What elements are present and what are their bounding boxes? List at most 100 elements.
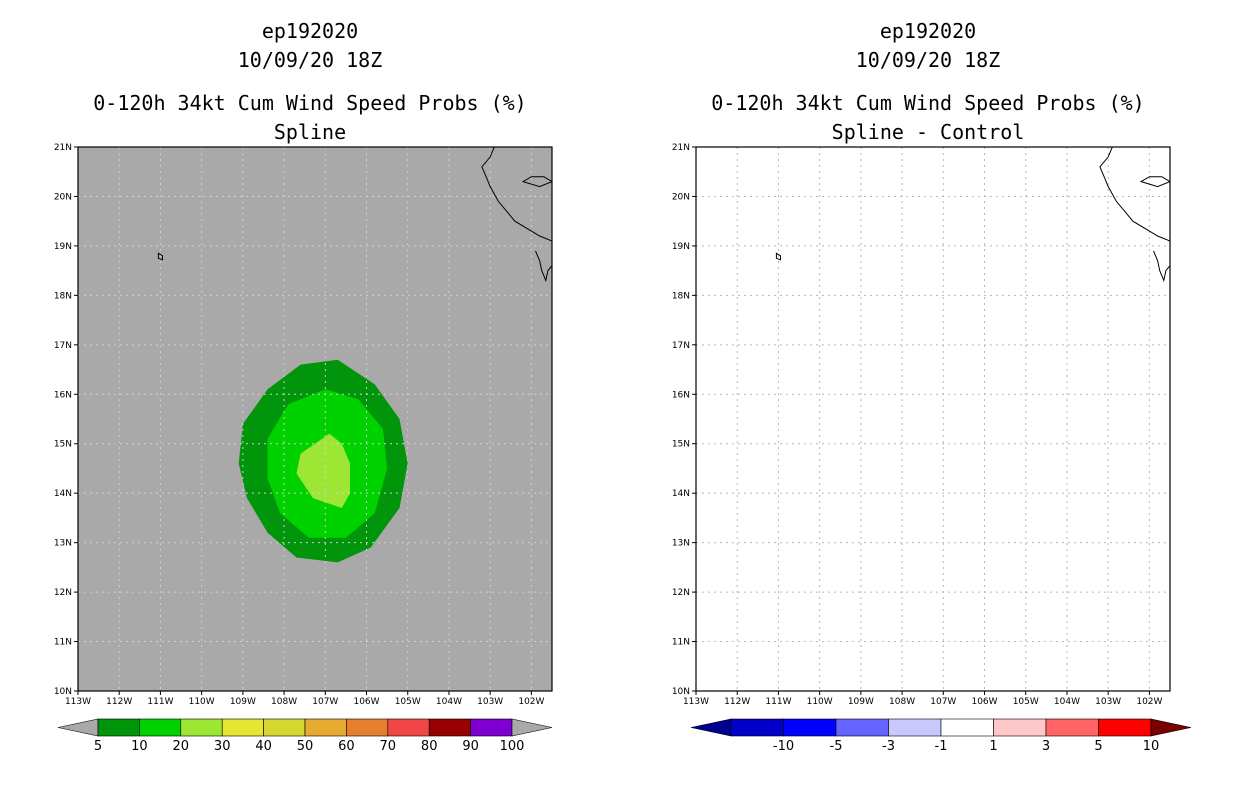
lon-label: 111W	[765, 697, 791, 707]
coastline-mainland	[481, 147, 552, 242]
colorbar-swatch	[783, 718, 837, 737]
left-subtitle: Spline	[273, 120, 347, 144]
coastline-mainland	[1099, 147, 1170, 242]
lat-label: 20N	[672, 192, 690, 202]
colorbar-swatch	[1045, 718, 1099, 737]
lon-label: 108W	[889, 697, 915, 707]
lat-label: 20N	[54, 192, 72, 202]
lat-label: 16N	[672, 390, 690, 400]
colorbar-swatch	[387, 718, 430, 737]
colorbar-label: -3	[882, 739, 895, 754]
lon-label: 102W	[518, 697, 544, 707]
lon-label: 112W	[724, 697, 750, 707]
lon-label: 102W	[1136, 697, 1162, 707]
lat-label: 15N	[54, 440, 72, 450]
lat-label: 18N	[54, 291, 72, 301]
lon-label: 112W	[106, 697, 132, 707]
colorbar-swatch	[304, 718, 347, 737]
lat-label: 13N	[672, 539, 690, 549]
left-storm-id: ep192020	[261, 19, 359, 43]
colorbar-swatch	[1098, 718, 1152, 737]
lon-label: 105W	[395, 697, 421, 707]
colorbar-label: 90	[462, 739, 479, 754]
right-subtitle: Spline - Control	[831, 120, 1025, 144]
lon-label: 104W	[1054, 697, 1080, 707]
lon-label: 103W	[477, 697, 503, 707]
lat-label: 11N	[54, 638, 72, 648]
lat-label: 16N	[54, 390, 72, 400]
colorbar-swatch	[835, 718, 889, 737]
colorbar-label: 60	[338, 739, 355, 754]
lon-label: 109W	[230, 697, 256, 707]
colorbar-label: 10	[1143, 739, 1160, 754]
lat-label: 21N	[672, 143, 690, 153]
probability-contour-20-30	[296, 433, 350, 508]
colorbar-label: -1	[935, 739, 948, 754]
lat-label: 10N	[672, 687, 690, 697]
lon-label: 107W	[312, 697, 338, 707]
colorbar-swatch	[180, 718, 223, 737]
colorbar-label: -10	[773, 739, 794, 754]
coastline-inlet	[535, 250, 552, 283]
lat-label: 12N	[54, 588, 72, 598]
lat-label: 19N	[672, 242, 690, 252]
lon-label: 108W	[271, 697, 297, 707]
colorbar-label: 10	[131, 739, 148, 754]
colorbar-right-triangle	[1150, 718, 1192, 737]
lon-label: 111W	[147, 697, 173, 707]
lat-label: 13N	[54, 539, 72, 549]
lon-label: 113W	[683, 697, 709, 707]
colorbar-label: 40	[255, 739, 272, 754]
right-storm-id: ep192020	[879, 19, 977, 43]
right-datetime: 10/09/20 18Z	[855, 48, 1001, 72]
colorbar-swatch	[221, 718, 264, 737]
colorbar-swatch	[97, 718, 140, 737]
lat-label: 19N	[54, 242, 72, 252]
lat-label: 17N	[672, 341, 690, 351]
colorbar-label: 30	[214, 739, 231, 754]
lat-label: 17N	[54, 341, 72, 351]
colorbar-swatch	[263, 718, 306, 737]
colorbar-label: 100	[500, 739, 525, 754]
colorbar-swatch	[139, 718, 182, 737]
colorbar-label: 3	[1042, 739, 1050, 754]
lon-label: 106W	[353, 697, 379, 707]
left-map: 21N 20N 19N 18N 17N 16N 15N 14N 13N 12N 11N 10N113W…	[54, 143, 553, 754]
colorbar-swatch	[993, 718, 1047, 737]
colorbar-label: 70	[380, 739, 397, 754]
lon-label: 113W	[65, 697, 91, 707]
map-layer	[696, 147, 1170, 691]
lon-label: 110W	[189, 697, 215, 707]
coastline-island	[521, 176, 552, 188]
lat-label: 21N	[54, 143, 72, 153]
lat-label: 11N	[672, 638, 690, 648]
right-product-title: 0-120h 34kt Cum Wind Speed Probs (%)	[711, 91, 1145, 115]
colorbar-label: 1	[989, 739, 997, 754]
colorbar-left-triangle	[57, 718, 99, 737]
colorbar-label: 5	[1094, 739, 1102, 754]
right-map: 21N 20N 19N 18N 17N 16N 15N 14N 13N 12N 11N 10N113W…	[672, 143, 1192, 754]
lat-label: 14N	[54, 489, 72, 499]
colorbar-swatch	[346, 718, 389, 737]
colorbar-swatch	[470, 718, 513, 737]
colorbar-left-triangle	[690, 718, 732, 737]
colorbar-label: -5	[830, 739, 843, 754]
colorbar-swatch	[940, 718, 994, 737]
colorbar-swatch	[730, 718, 784, 737]
lat-label: 14N	[672, 489, 690, 499]
lat-label: 12N	[672, 588, 690, 598]
lat-label: 15N	[672, 440, 690, 450]
colorbar-label: 5	[94, 739, 102, 754]
colorbar-label: 20	[173, 739, 190, 754]
lon-label: 109W	[848, 697, 874, 707]
colorbar-swatch	[888, 718, 942, 737]
colorbar-right-triangle	[511, 718, 553, 737]
coastline-inlet	[1153, 250, 1170, 283]
lon-label: 110W	[807, 697, 833, 707]
left-product-title: 0-120h 34kt Cum Wind Speed Probs (%)	[93, 91, 527, 115]
coastline-island	[1139, 176, 1170, 188]
coastline-island	[157, 252, 163, 261]
colorbar-label: 50	[297, 739, 314, 754]
lat-label: 10N	[54, 687, 72, 697]
lon-label: 103W	[1095, 697, 1121, 707]
